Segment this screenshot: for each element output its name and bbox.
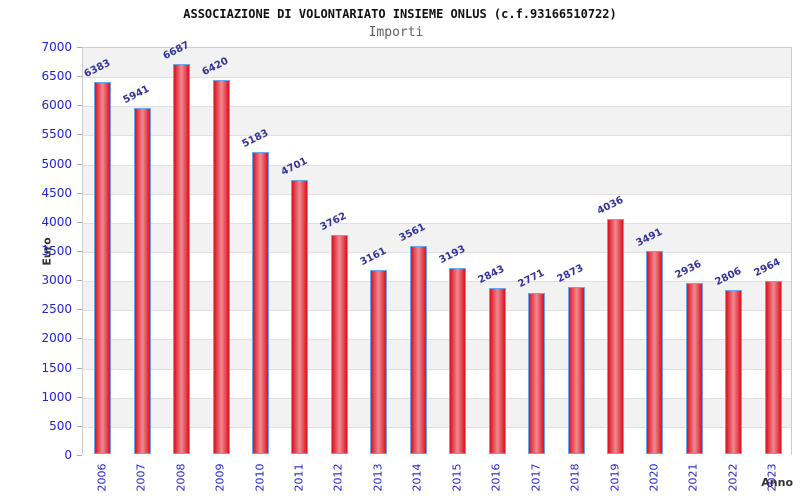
y-tick-mark	[77, 192, 82, 194]
y-tick-mark	[77, 47, 82, 48]
bar-2023	[764, 281, 782, 454]
chart-subtitle: Importi	[368, 25, 424, 40]
y-tick-label: 2500	[41, 302, 72, 317]
grid-band	[83, 48, 791, 78]
x-tick-label: 2016	[489, 463, 503, 492]
x-tick-label: 2011	[292, 463, 306, 492]
y-tick-label: 4500	[41, 185, 72, 200]
grid-band	[83, 106, 791, 136]
grid-band	[83, 77, 791, 107]
y-gridline	[83, 106, 791, 108]
x-tick-label: 2017	[529, 463, 543, 492]
grid-band	[83, 310, 791, 340]
y-gridline	[83, 164, 791, 166]
bar-2019	[607, 218, 624, 454]
bar-2021	[685, 282, 703, 454]
grid-band	[83, 368, 791, 398]
y-gridline	[83, 339, 791, 341]
bar-2011	[291, 180, 309, 454]
y-gridline	[83, 135, 791, 137]
x-tick-label: 2007	[134, 463, 148, 492]
grid-band	[83, 281, 791, 311]
y-tick-label: 6000	[41, 98, 72, 113]
plot-area: 6383 5941 6687 6420 5183 4701 3762 3161 3561 3193…	[82, 40, 792, 456]
x-tick-label: 2018	[568, 463, 582, 492]
bar-2013	[370, 269, 388, 454]
y-tick-label: 2000	[41, 331, 72, 346]
y-tick-label: 500	[49, 418, 72, 433]
bar-2017	[528, 292, 546, 454]
y-gridline	[83, 310, 791, 312]
y-gridline	[83, 426, 791, 428]
y-tick-mark	[77, 280, 82, 282]
bar-2020	[646, 250, 664, 454]
bar-2008	[173, 64, 191, 454]
x-tick-label: 2012	[331, 463, 345, 492]
x-tick-label: 2006	[95, 463, 109, 492]
x-tick-label: 2008	[174, 463, 188, 492]
y-gridline	[83, 252, 791, 253]
y-tick-mark	[77, 425, 82, 427]
y-tick-label: 4000	[41, 214, 72, 229]
y-tick-mark	[77, 396, 82, 398]
y-gridline	[83, 222, 791, 224]
y-tick-label: 5500	[41, 127, 72, 142]
bar-2012	[330, 234, 348, 454]
chart-title: ASSOCIAZIONE DI VOLONTARIATO INSIEME ONL…	[183, 7, 617, 21]
y-tick-label: 5000	[41, 156, 72, 171]
x-tick-label: 2014	[410, 463, 424, 492]
x-axis-title: Anno	[761, 476, 793, 489]
grid-band	[83, 222, 791, 252]
grid-band	[83, 252, 791, 282]
y-gridline	[83, 77, 791, 79]
y-tick-label: 0	[64, 448, 72, 462]
grid-band	[83, 426, 791, 456]
y-tick-mark	[77, 134, 82, 136]
grid-band	[83, 135, 791, 165]
bar-2015	[449, 267, 467, 454]
grid-band	[83, 339, 791, 369]
y-gridline	[83, 368, 791, 370]
x-tick-label: 2015	[450, 463, 464, 492]
x-tick-label: 2009	[213, 463, 227, 492]
y-tick-mark	[77, 455, 82, 456]
grid-band	[83, 164, 791, 194]
bar-2018	[567, 286, 585, 454]
x-tick-label: 2021	[686, 463, 700, 492]
y-tick-mark	[77, 309, 82, 311]
grid-band	[83, 193, 791, 223]
y-tick-label: 1000	[41, 389, 72, 404]
bar-2016	[488, 288, 506, 454]
bar-2022	[725, 290, 743, 454]
bar-2010	[252, 151, 269, 454]
y-tick-mark	[77, 76, 82, 78]
y-tick-mark	[77, 338, 82, 340]
x-tick-label: 2020	[647, 463, 661, 492]
bar-2006	[94, 81, 112, 454]
bar-2014	[409, 246, 427, 454]
bar-2009	[212, 79, 230, 454]
x-tick-label: 2022	[726, 463, 740, 492]
y-tick-label: 3500	[41, 244, 72, 258]
x-tick-label: 2019	[608, 463, 621, 492]
y-gridline	[83, 193, 791, 195]
y-tick-label: 1500	[41, 360, 72, 375]
y-gridline	[83, 397, 791, 399]
y-tick-mark	[77, 367, 82, 369]
y-tick-label: 3000	[41, 273, 72, 288]
y-tick-label: 7000	[41, 40, 72, 54]
y-tick-mark	[77, 251, 82, 252]
y-tick-label: 6500	[41, 69, 72, 84]
y-tick-mark	[77, 105, 82, 107]
y-tick-mark	[77, 163, 82, 165]
grid-band	[83, 397, 791, 427]
bar-2007	[133, 107, 151, 454]
x-tick-label: 2010	[253, 463, 266, 492]
y-gridline	[83, 281, 791, 283]
x-tick-label: 2013	[371, 463, 385, 492]
y-tick-mark	[77, 221, 82, 223]
